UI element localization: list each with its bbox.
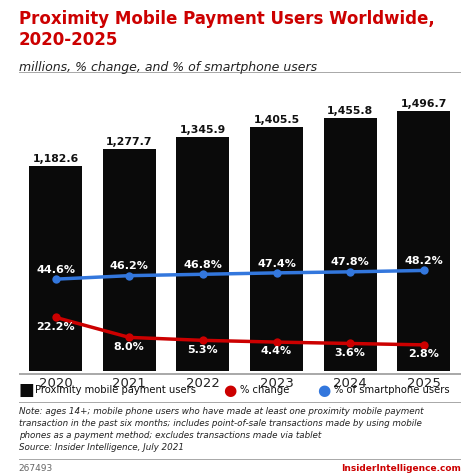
Text: ●: ● <box>317 383 330 398</box>
Text: 46.2%: 46.2% <box>110 261 149 272</box>
Bar <box>29 166 82 371</box>
Text: 47.8%: 47.8% <box>331 257 369 268</box>
Text: 5.3%: 5.3% <box>188 345 218 355</box>
Bar <box>324 118 376 371</box>
Text: Proximity Mobile Payment Users Worldwide,
2020-2025: Proximity Mobile Payment Users Worldwide… <box>19 10 435 49</box>
Bar <box>397 111 450 371</box>
Text: 1,496.7: 1,496.7 <box>400 99 447 109</box>
Text: 47.4%: 47.4% <box>257 259 296 269</box>
Text: 22.2%: 22.2% <box>36 322 75 332</box>
Text: 2.8%: 2.8% <box>408 349 439 359</box>
Bar <box>103 149 156 371</box>
Text: % change: % change <box>240 385 289 395</box>
Text: 1,182.6: 1,182.6 <box>32 154 79 164</box>
Text: 46.8%: 46.8% <box>183 260 222 270</box>
Bar <box>176 137 229 371</box>
Text: 44.6%: 44.6% <box>36 265 75 275</box>
Text: 267493: 267493 <box>19 464 53 473</box>
Text: InsiderIntelligence.com: InsiderIntelligence.com <box>341 464 461 473</box>
Text: Proximity mobile payment users: Proximity mobile payment users <box>35 385 196 395</box>
Text: 8.0%: 8.0% <box>114 342 145 352</box>
Text: Note: ages 14+; mobile phone users who have made at least one proximity mobile p: Note: ages 14+; mobile phone users who h… <box>19 407 423 452</box>
Text: millions, % change, and % of smartphone users: millions, % change, and % of smartphone … <box>19 61 317 73</box>
Text: 1,455.8: 1,455.8 <box>327 106 373 116</box>
Text: 48.2%: 48.2% <box>404 256 443 266</box>
Text: 1,277.7: 1,277.7 <box>106 137 152 147</box>
Text: 4.4%: 4.4% <box>261 346 292 357</box>
Bar <box>250 127 303 371</box>
Text: ■: ■ <box>19 381 35 399</box>
Text: 1,405.5: 1,405.5 <box>253 115 299 125</box>
Text: ●: ● <box>223 383 236 398</box>
Text: 3.6%: 3.6% <box>335 348 366 358</box>
Text: % of smartphone users: % of smartphone users <box>334 385 449 395</box>
Text: 1,345.9: 1,345.9 <box>180 125 226 135</box>
